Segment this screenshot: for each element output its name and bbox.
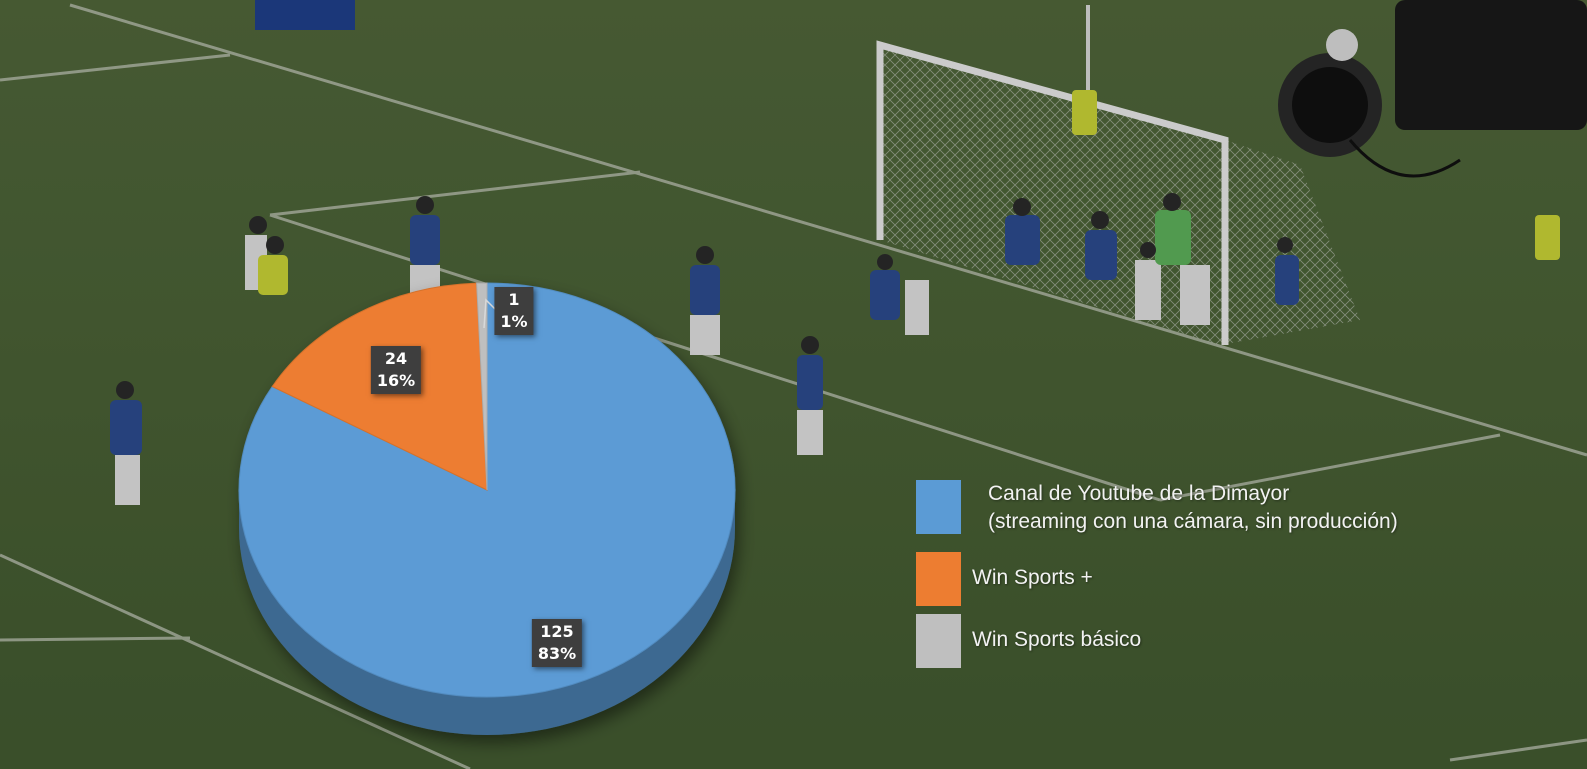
legend-swatch-gray bbox=[916, 614, 961, 668]
goal-net bbox=[876, 5, 1360, 345]
pie-slice bbox=[238, 282, 736, 698]
legend-label: Win Sports básico bbox=[972, 626, 1141, 654]
pie-slice bbox=[476, 282, 488, 491]
legend-swatch-blue bbox=[916, 480, 961, 534]
data-label: 24 16% bbox=[370, 346, 422, 394]
pie-slice-side bbox=[239, 490, 735, 735]
broadcast-camera bbox=[1278, 0, 1587, 178]
legend-label: Canal de Youtube de la Dimayor (streamin… bbox=[988, 480, 1398, 536]
data-label-value: 24 bbox=[384, 349, 408, 368]
data-label: 1 1% bbox=[494, 287, 534, 335]
legend-label-line: Win Sports + bbox=[972, 566, 1093, 589]
data-label: 125 83% bbox=[531, 619, 583, 667]
data-label-percent: 1% bbox=[500, 312, 528, 331]
legend-label: Win Sports + bbox=[972, 564, 1093, 592]
leader-line bbox=[483, 298, 497, 329]
data-label-value: 1 bbox=[508, 290, 520, 309]
data-label-percent: 83% bbox=[537, 644, 577, 663]
data-label-value: 125 bbox=[540, 622, 574, 641]
legend-swatch-orange bbox=[916, 552, 961, 606]
legend-label-line: (streaming con una cámara, sin producció… bbox=[988, 510, 1398, 533]
legend-label-line: Canal de Youtube de la Dimayor bbox=[988, 482, 1290, 505]
players bbox=[110, 90, 1560, 505]
data-label-percent: 16% bbox=[376, 371, 416, 390]
legend-label-line: Win Sports básico bbox=[972, 628, 1142, 651]
